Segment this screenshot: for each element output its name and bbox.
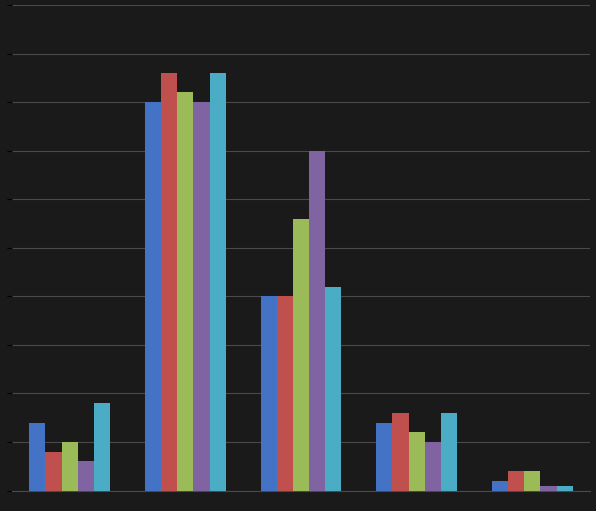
Bar bbox=[277, 296, 293, 491]
Bar bbox=[29, 423, 45, 491]
Bar bbox=[210, 73, 226, 491]
Bar bbox=[392, 413, 408, 491]
Bar bbox=[376, 423, 392, 491]
Bar bbox=[161, 73, 177, 491]
Bar bbox=[194, 102, 210, 491]
Bar bbox=[541, 485, 557, 491]
Bar bbox=[508, 471, 524, 491]
Bar bbox=[557, 485, 573, 491]
Bar bbox=[425, 442, 441, 491]
Bar bbox=[524, 471, 541, 491]
Bar bbox=[61, 442, 78, 491]
Bar bbox=[408, 432, 425, 491]
Bar bbox=[293, 219, 309, 491]
Bar bbox=[45, 452, 61, 491]
Bar bbox=[441, 413, 457, 491]
Bar bbox=[145, 102, 161, 491]
Bar bbox=[78, 461, 94, 491]
Bar bbox=[325, 287, 342, 491]
Bar bbox=[492, 481, 508, 491]
Bar bbox=[260, 296, 277, 491]
Bar bbox=[94, 403, 110, 491]
Bar bbox=[177, 92, 194, 491]
Bar bbox=[309, 151, 325, 491]
